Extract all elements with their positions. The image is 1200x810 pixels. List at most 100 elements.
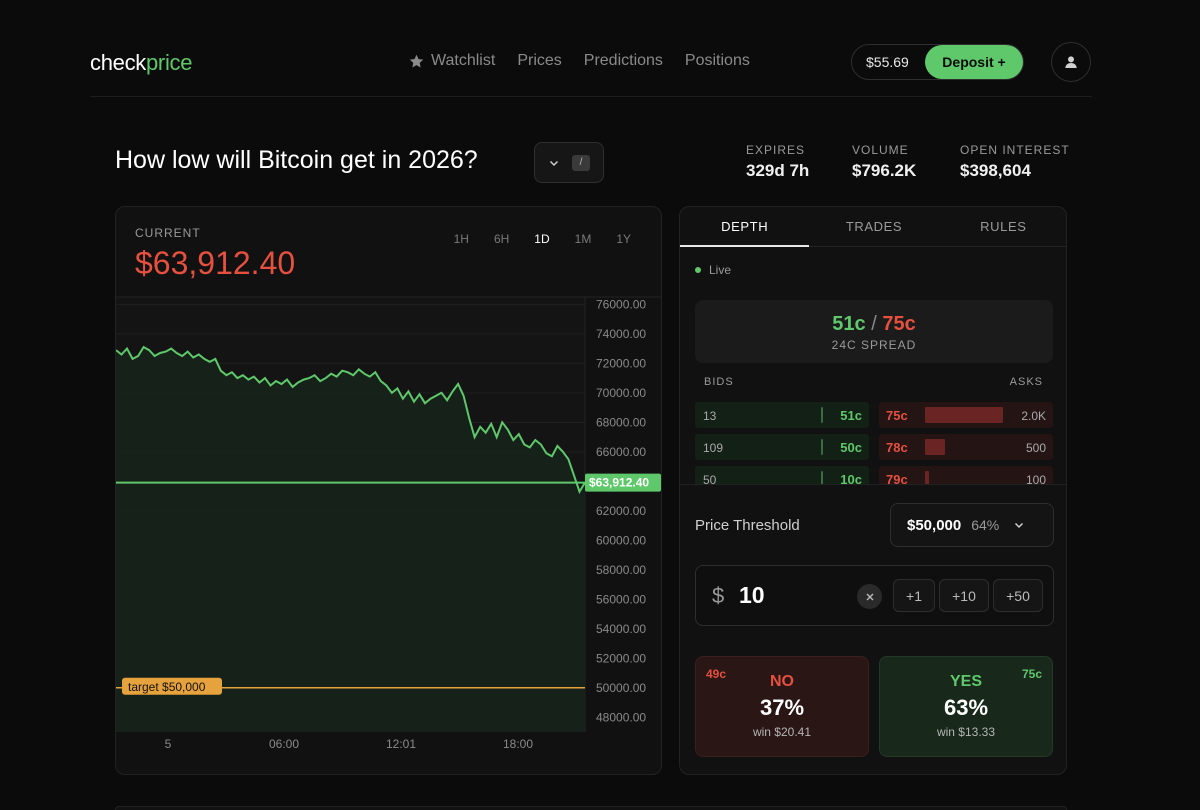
bid-level[interactable]: 109 50c	[695, 434, 869, 460]
range-6h[interactable]: 6H	[493, 232, 510, 246]
ask-qty: 2.0K	[1021, 409, 1046, 423]
stat-expires-label: EXPIRES	[746, 143, 806, 157]
y-tick-label: 74000.00	[596, 327, 646, 341]
amount-currency: $	[712, 583, 725, 608]
amount-value[interactable]: 10	[739, 582, 765, 608]
bids-header: BIDS	[704, 376, 734, 388]
threshold-select[interactable]: $50,000 64%	[890, 503, 1054, 547]
threshold-value: $50,000	[907, 516, 962, 534]
stat-volume-value: $796.2K	[852, 161, 917, 180]
threshold-pct: 64%	[971, 517, 1000, 533]
chevron-down-icon	[1015, 522, 1024, 529]
buy-no-button[interactable]: 49c NO 37% win $20.41	[695, 656, 869, 757]
increment-1-button[interactable]: +1	[893, 579, 935, 612]
ask-depth-bar	[925, 407, 1003, 423]
range-1d[interactable]: 1D	[534, 232, 550, 246]
price-chart[interactable]: 76000.00 74000.00 72000.00 70000.00 68000.00…	[116, 207, 662, 775]
target-label: target $50,000	[128, 680, 206, 694]
nav-watchlist[interactable]: Watchlist	[408, 52, 495, 70]
nav-predictions[interactable]: Predictions	[584, 52, 663, 70]
logo-main: check	[90, 50, 146, 75]
stat-volume-label: VOLUME	[852, 143, 909, 157]
bid-depth-bar	[821, 471, 823, 484]
live-indicator: Live	[695, 263, 731, 277]
logo[interactable]: checkprice	[90, 50, 192, 76]
target-label-bg	[122, 677, 222, 695]
bid-depth-bar	[821, 407, 823, 423]
ask-level[interactable]: 79c 100	[879, 466, 1053, 484]
tab-trades[interactable]: TRADES	[845, 219, 903, 234]
current-price-tag-bg	[585, 473, 661, 492]
avatar-button[interactable]	[1051, 42, 1091, 82]
bid-qty: 109	[703, 441, 724, 455]
x-tick-label: 18:00	[503, 737, 533, 751]
y-tick-label: 76000.00	[596, 297, 646, 311]
range-1m[interactable]: 1M	[574, 232, 592, 246]
ask-price: 75c	[886, 408, 908, 423]
nav-prices[interactable]: Prices	[517, 52, 561, 70]
bid-depth-bar	[821, 439, 823, 455]
y-tick-label: 54000.00	[596, 622, 646, 636]
chevron-down-icon	[549, 160, 559, 166]
increment-10-button[interactable]: +10	[939, 579, 989, 612]
header-divider	[90, 96, 1092, 97]
stat-volume: VOLUME $796.2K	[852, 143, 916, 181]
buy-yes-button[interactable]: 75c YES 63% win $13.33	[879, 656, 1053, 757]
ask-price: 78c	[886, 440, 908, 455]
x-tick-label: 06:00	[269, 737, 299, 751]
current-label: CURRENT	[135, 226, 201, 240]
live-label: Live	[709, 263, 732, 277]
amount-input[interactable]: $ 10 +1 +10 +50	[695, 565, 1054, 626]
y-tick-label: 48000.00	[596, 710, 646, 724]
chart-panel: 76000.00 74000.00 72000.00 70000.00 68000.00…	[115, 206, 662, 775]
nav-positions[interactable]: Positions	[685, 52, 750, 70]
tab-rules[interactable]: RULES	[980, 219, 1027, 234]
y-tick-label: 68000.00	[596, 415, 646, 429]
y-tick-label: 72000.00	[596, 356, 646, 370]
asks-header: ASKS	[1009, 376, 1043, 388]
deposit-button[interactable]: Deposit +	[925, 45, 1023, 79]
y-tick-label: 52000.00	[596, 651, 646, 665]
bid-price: 10c	[840, 472, 862, 484]
stat-open-interest: OPEN INTEREST $398,604	[960, 143, 1070, 181]
ask-depth-bar	[925, 471, 929, 484]
bid-price: 51c	[840, 408, 862, 423]
bid-price: 50c	[840, 440, 862, 455]
logo-accent: price	[145, 50, 193, 75]
price-line	[116, 345, 586, 494]
no-probability: 37%	[759, 695, 805, 720]
ask-level[interactable]: 78c 500	[879, 434, 1053, 460]
nav-predictions-label: Predictions	[583, 52, 663, 69]
no-price: 49c	[706, 667, 727, 681]
current-price: $63,912.40	[135, 245, 296, 281]
spread-ask: 75c	[882, 313, 916, 335]
increment-50-button[interactable]: +50	[993, 579, 1043, 612]
ask-level[interactable]: 75c 2.0K	[879, 402, 1053, 428]
stat-expires-value: 329d 7h	[746, 161, 810, 180]
threshold-label: Price Threshold	[695, 517, 800, 534]
no-label: NO	[770, 673, 794, 690]
bid-level[interactable]: 13 51c	[695, 402, 869, 428]
ask-qty: 500	[1025, 441, 1046, 455]
tab-depth[interactable]: DEPTH	[680, 207, 810, 247]
depth-row: 50 10c 79c 100	[695, 466, 1053, 484]
price-area-fill	[116, 347, 585, 732]
ask-price: 79c	[886, 472, 908, 484]
shortcut-key: /	[572, 154, 590, 171]
order-tabs: DEPTH TRADES RULES	[680, 207, 1066, 247]
range-1y[interactable]: 1Y	[616, 232, 631, 246]
user-icon	[1065, 56, 1077, 68]
market-title: How low will Bitcoin get in 2026?	[115, 146, 478, 174]
ask-depth-bar	[925, 439, 945, 455]
range-1h[interactable]: 1H	[453, 232, 469, 246]
market-switcher-button[interactable]: /	[534, 142, 604, 183]
nav-prices-label: Prices	[517, 52, 562, 69]
clear-amount-button[interactable]	[857, 584, 882, 609]
y-tick-label: 50000.00	[596, 681, 646, 695]
order-panel: DEPTH TRADES RULES Live 51c / 75c 24C SP…	[679, 206, 1067, 775]
nav-positions-label: Positions	[684, 52, 750, 69]
depth-rows: 13 51c 75c 2.0K 109 50c 78c	[695, 402, 1053, 484]
bid-level[interactable]: 50 10c	[695, 466, 869, 484]
y-tick-label: 60000.00	[596, 533, 646, 547]
